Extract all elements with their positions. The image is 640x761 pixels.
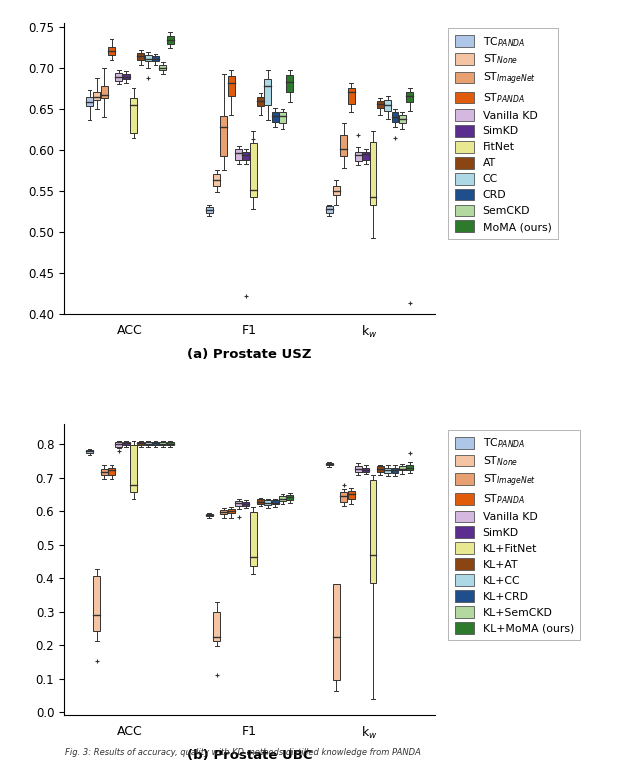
Bar: [145, 55, 152, 62]
Bar: [326, 206, 333, 213]
Bar: [250, 143, 257, 196]
Bar: [228, 76, 235, 96]
Bar: [108, 467, 115, 475]
Text: Fig. 3: Results of accuracy, quality with KD methods distilled knowledge from PA: Fig. 3: Results of accuracy, quality wit…: [65, 748, 421, 757]
Bar: [235, 501, 242, 506]
Bar: [384, 467, 391, 473]
Bar: [348, 88, 355, 104]
Bar: [145, 442, 152, 445]
Bar: [123, 75, 130, 79]
Bar: [362, 151, 369, 160]
Legend: TC$_{\mathit{PANDA}}$, ST$_{\mathit{None}}$, ST$_{\mathit{ImageNet}}$, ST$_{\mat: TC$_{\mathit{PANDA}}$, ST$_{\mathit{None…: [448, 28, 558, 239]
X-axis label: (b) Prostate UBC: (b) Prostate UBC: [187, 750, 312, 761]
Bar: [123, 442, 130, 445]
Legend: TC$_{\mathit{PANDA}}$, ST$_{\mathit{None}}$, ST$_{\mathit{ImageNet}}$, ST$_{\mat: TC$_{\mathit{PANDA}}$, ST$_{\mathit{None…: [448, 430, 580, 640]
Bar: [115, 73, 122, 81]
Bar: [166, 36, 173, 44]
Bar: [264, 500, 271, 505]
Bar: [384, 100, 391, 110]
Bar: [86, 97, 93, 106]
Bar: [206, 207, 212, 213]
Bar: [228, 509, 235, 513]
Bar: [272, 112, 278, 122]
Bar: [100, 86, 108, 98]
Bar: [333, 584, 340, 680]
Bar: [333, 186, 340, 195]
Bar: [340, 135, 347, 155]
Bar: [279, 112, 286, 123]
Bar: [377, 466, 384, 472]
Bar: [213, 174, 220, 186]
Bar: [406, 464, 413, 470]
Bar: [340, 492, 347, 502]
Bar: [93, 575, 100, 631]
Bar: [100, 469, 108, 475]
Bar: [362, 468, 369, 472]
Bar: [108, 46, 115, 55]
Bar: [152, 56, 159, 61]
X-axis label: (a) Prostate USZ: (a) Prostate USZ: [188, 348, 312, 361]
Bar: [152, 442, 159, 445]
Bar: [326, 463, 333, 465]
Bar: [159, 65, 166, 70]
Bar: [392, 112, 399, 122]
Bar: [159, 442, 166, 445]
Bar: [287, 495, 293, 500]
Bar: [206, 514, 212, 516]
Bar: [130, 98, 137, 133]
Bar: [235, 149, 242, 160]
Bar: [399, 466, 406, 470]
Bar: [369, 480, 376, 583]
Bar: [138, 53, 144, 59]
Bar: [257, 499, 264, 504]
Bar: [287, 75, 293, 93]
Bar: [355, 466, 362, 472]
Bar: [264, 79, 271, 105]
Bar: [166, 442, 173, 445]
Bar: [138, 442, 144, 445]
Bar: [369, 142, 376, 205]
Bar: [279, 496, 286, 501]
Bar: [377, 100, 384, 108]
Bar: [406, 91, 413, 102]
Bar: [355, 151, 362, 161]
Bar: [272, 500, 278, 505]
Bar: [243, 151, 250, 160]
Bar: [86, 450, 93, 453]
Bar: [221, 116, 227, 155]
Bar: [250, 512, 257, 565]
Bar: [130, 445, 137, 492]
Bar: [221, 510, 227, 514]
Bar: [399, 115, 406, 123]
Bar: [348, 491, 355, 498]
Bar: [243, 502, 250, 506]
Bar: [213, 612, 220, 641]
Bar: [257, 97, 264, 107]
Bar: [115, 442, 122, 447]
Bar: [392, 468, 399, 473]
Bar: [93, 93, 100, 100]
